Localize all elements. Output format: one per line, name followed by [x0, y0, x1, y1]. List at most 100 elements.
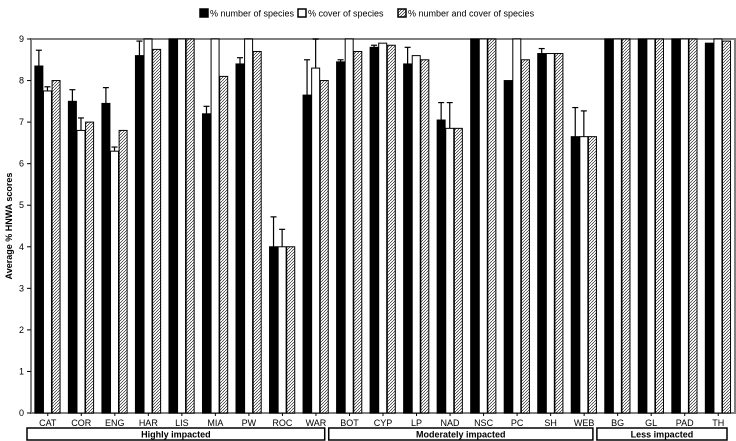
group-labels: Highly impacted Moderately impacted Less i… [26, 427, 728, 441]
bar-cat-series-3 [51, 80, 61, 414]
bar-nad-series-3 [453, 127, 463, 414]
group-box-less-impacted [596, 427, 728, 441]
bar-roc-series-3 [286, 246, 296, 414]
x-tick-label-mia: MIA [207, 418, 223, 428]
y-tick-label: 2 [19, 325, 24, 335]
bar-lp-series-1 [403, 63, 413, 414]
y-tick-label: 6 [19, 159, 24, 169]
x-tick-label-sh: SH [544, 418, 557, 428]
legend-swatch-series-3 [397, 8, 407, 18]
legend-label-series-2: % cover of species [308, 9, 384, 19]
x-tick-label-pw: PW [242, 418, 257, 428]
x-tick-label-cor: COR [71, 418, 92, 428]
bar-lp-series-3 [420, 59, 430, 414]
bar-nad-series-1 [436, 119, 446, 414]
bar-web-series-2 [579, 136, 589, 414]
bar-nsc-series-1 [470, 38, 480, 414]
y-tick-label: 1 [19, 366, 24, 376]
bar-gl-series-2 [646, 38, 656, 414]
bar-pc-series-3 [520, 59, 530, 414]
bar-sh-series-3 [554, 53, 564, 414]
x-tick-label-har: HAR [139, 418, 159, 428]
group-box-less-impacted-label: Less impacted [631, 430, 694, 440]
x-tick-label-lp: LP [411, 418, 422, 428]
bar-bg-series-2 [612, 38, 622, 414]
bar-pc-series-1 [503, 80, 513, 414]
bar-eng-series-1 [101, 102, 111, 414]
x-tick-label-bot: BOT [340, 418, 359, 428]
bar-pad-series-2 [679, 38, 689, 414]
bar-lis-series-3 [185, 38, 195, 414]
bar-bot-series-3 [353, 50, 363, 414]
bar-cyp-series-3 [386, 44, 396, 414]
bar-th-series-2 [713, 38, 723, 414]
y-tick-label: 7 [19, 117, 24, 127]
legend-swatch-series-2 [297, 8, 307, 18]
x-tick-label-bg: BG [611, 418, 624, 428]
bar-bg-series-3 [621, 38, 631, 414]
bar-mia-series-1 [201, 113, 211, 414]
bar-har-series-2 [143, 38, 153, 414]
y-tick-label: 3 [19, 283, 24, 293]
bar-lis-series-1 [168, 38, 178, 414]
bar-cor-series-2 [76, 129, 86, 414]
bar-cyp-series-1 [369, 46, 379, 414]
bar-pad-series-1 [671, 38, 681, 414]
bar-cat-series-2 [42, 90, 52, 414]
x-tick-label-th: TH [712, 418, 724, 428]
bar-mia-series-2 [210, 38, 220, 414]
legend-label-series-1: % number of species [210, 9, 295, 19]
bar-pc-series-2 [512, 38, 522, 414]
x-tick-label-pad: PAD [676, 418, 694, 428]
bar-pw-series-2 [244, 38, 254, 414]
x-tick-label-nad: NAD [441, 418, 461, 428]
bar-gl-series-1 [637, 38, 647, 414]
bar-nsc-series-2 [478, 38, 488, 414]
legend: % number of species % cover of species % n… [199, 8, 535, 19]
group-box-highly-impacted-label: Highly impacted [141, 430, 211, 440]
x-tick-label-gl: GL [645, 418, 657, 428]
x-tick-label-eng: ENG [105, 418, 125, 428]
group-box-moderately-impacted [327, 427, 594, 441]
x-tick-label-roc: ROC [272, 418, 293, 428]
x-tick-label-war: WAR [306, 418, 327, 428]
bar-war-series-3 [319, 80, 329, 414]
bar-eng-series-3 [118, 129, 128, 414]
x-tick-label-lis: LIS [175, 418, 189, 428]
bar-war-series-2 [311, 67, 321, 414]
bar-pw-series-1 [235, 63, 245, 414]
bar-mia-series-3 [219, 75, 229, 414]
bar-roc-series-2 [277, 246, 287, 414]
group-box-moderately-impacted-label: Moderately impacted [416, 430, 506, 440]
bar-th-series-3 [722, 40, 732, 414]
y-tick-label: 9 [19, 34, 24, 44]
bar-pad-series-3 [688, 38, 698, 414]
bar-cor-series-1 [67, 100, 77, 414]
group-box-highly-impacted [26, 427, 326, 441]
bar-cat-series-1 [34, 65, 44, 414]
bar-web-series-1 [570, 136, 580, 414]
y-tick-label: 0 [19, 408, 24, 418]
y-axis-label: Average % HNWA scores [4, 173, 14, 280]
bar-bot-series-1 [336, 61, 346, 414]
bar-har-series-1 [134, 55, 144, 414]
y-tick-label: 4 [19, 242, 24, 252]
bar-th-series-1 [704, 42, 714, 414]
bar-sh-series-2 [545, 53, 555, 414]
bar-war-series-1 [302, 94, 312, 414]
legend-label-series-3: % number and cover of species [408, 9, 535, 19]
x-tick-label-nsc: NSC [474, 418, 494, 428]
bar-pw-series-3 [252, 50, 262, 414]
bar-sh-series-1 [537, 53, 547, 414]
bar-lis-series-2 [177, 38, 187, 414]
x-tick-label-pc: PC [511, 418, 524, 428]
plot-area: 0 1 2 3 4 5 6 7 8 9 CAT COR ENG HAR LIS MIA PW ROC WAR BOT C… [19, 34, 736, 428]
bar-har-series-3 [152, 48, 162, 414]
y-tick-label: 8 [19, 76, 24, 86]
bar-bg-series-1 [604, 38, 614, 414]
bar-bot-series-2 [344, 38, 354, 414]
bar-eng-series-2 [110, 150, 120, 414]
bar-roc-series-1 [269, 246, 279, 414]
x-tick-label-cat: CAT [39, 418, 57, 428]
